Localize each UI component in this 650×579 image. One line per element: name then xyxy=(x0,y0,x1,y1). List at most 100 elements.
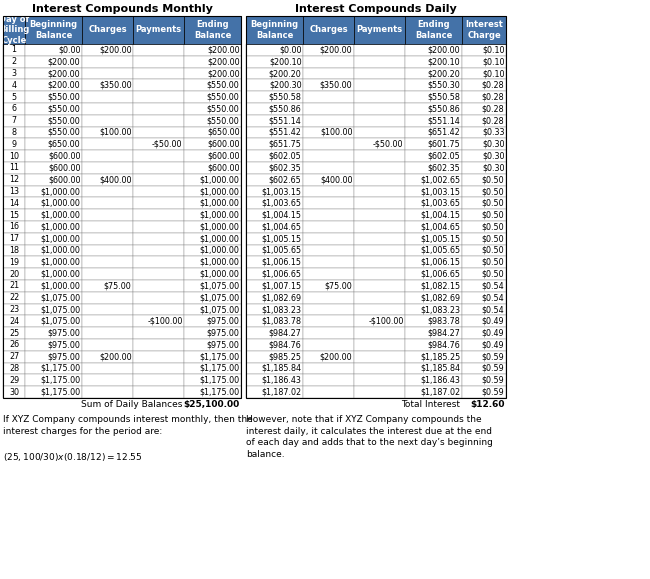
Text: 16: 16 xyxy=(9,222,19,232)
Text: $0.50: $0.50 xyxy=(482,199,504,208)
Bar xyxy=(82,221,133,233)
Text: $200.10: $200.10 xyxy=(428,57,460,66)
Bar xyxy=(25,127,82,138)
Text: $0.49: $0.49 xyxy=(482,317,504,326)
Text: $1,000.00: $1,000.00 xyxy=(40,270,81,278)
Bar xyxy=(82,186,133,197)
Bar xyxy=(354,316,405,327)
Text: $100.00: $100.00 xyxy=(99,128,131,137)
Bar xyxy=(303,351,354,362)
Bar xyxy=(354,375,405,386)
Bar xyxy=(246,115,303,127)
Text: 12: 12 xyxy=(9,175,19,184)
Bar xyxy=(3,68,25,79)
Text: $200.00: $200.00 xyxy=(207,57,239,66)
Bar xyxy=(25,16,82,44)
Text: $1,175.00: $1,175.00 xyxy=(40,376,81,385)
Bar xyxy=(133,115,184,127)
Bar xyxy=(82,91,133,103)
Text: $1,000.00: $1,000.00 xyxy=(40,187,81,196)
Text: 5: 5 xyxy=(12,93,16,101)
Text: $984.76: $984.76 xyxy=(428,340,460,349)
Text: $0.10: $0.10 xyxy=(482,45,504,54)
Bar xyxy=(133,362,184,375)
Text: $1,185.84: $1,185.84 xyxy=(421,364,460,373)
Bar xyxy=(246,386,303,398)
Bar xyxy=(133,292,184,303)
Bar xyxy=(3,221,25,233)
Bar xyxy=(133,16,184,44)
Bar xyxy=(462,221,506,233)
Text: $975.00: $975.00 xyxy=(47,340,81,349)
Bar xyxy=(246,103,303,115)
Bar xyxy=(184,197,241,209)
Text: $0.54: $0.54 xyxy=(482,281,504,291)
Bar xyxy=(405,362,462,375)
Text: $1,175.00: $1,175.00 xyxy=(200,364,239,373)
Bar xyxy=(246,56,303,68)
Bar xyxy=(462,68,506,79)
Bar xyxy=(462,16,506,44)
Bar xyxy=(462,233,506,244)
Text: $0.00: $0.00 xyxy=(58,45,81,54)
Bar xyxy=(82,375,133,386)
Text: Ending
Balance: Ending Balance xyxy=(194,20,231,40)
Text: $550.30: $550.30 xyxy=(428,81,460,90)
Bar xyxy=(462,280,506,292)
Bar xyxy=(184,233,241,244)
Text: $400.00: $400.00 xyxy=(99,175,131,184)
Bar xyxy=(3,138,25,150)
Bar xyxy=(246,292,303,303)
Text: 8: 8 xyxy=(12,128,16,137)
Bar xyxy=(354,44,405,56)
Text: $1,006.15: $1,006.15 xyxy=(421,258,460,267)
Bar xyxy=(3,127,25,138)
Bar xyxy=(133,280,184,292)
Text: $651.42: $651.42 xyxy=(428,128,460,137)
Text: 3: 3 xyxy=(12,69,16,78)
Text: 6: 6 xyxy=(12,104,16,113)
Bar xyxy=(354,150,405,162)
Bar xyxy=(462,138,506,150)
Text: $200.30: $200.30 xyxy=(269,81,302,90)
Bar xyxy=(354,127,405,138)
Bar xyxy=(133,209,184,221)
Text: $1,075.00: $1,075.00 xyxy=(200,293,239,302)
Text: 20: 20 xyxy=(9,270,19,278)
Bar xyxy=(303,327,354,339)
Bar xyxy=(462,91,506,103)
Bar xyxy=(303,44,354,56)
Text: 15: 15 xyxy=(9,211,19,219)
Bar xyxy=(246,150,303,162)
Text: Beginning
Balance: Beginning Balance xyxy=(250,20,298,40)
Bar xyxy=(246,327,303,339)
Bar xyxy=(3,362,25,375)
Text: -$100.00: -$100.00 xyxy=(147,317,183,326)
Text: Interest
Charge: Interest Charge xyxy=(465,20,503,40)
Bar xyxy=(25,233,82,244)
Text: $602.65: $602.65 xyxy=(268,175,302,184)
Text: $550.00: $550.00 xyxy=(47,128,81,137)
Text: $200.00: $200.00 xyxy=(428,45,460,54)
Bar xyxy=(25,115,82,127)
Bar xyxy=(133,386,184,398)
Bar xyxy=(82,127,133,138)
Bar xyxy=(303,68,354,79)
Text: $1,075.00: $1,075.00 xyxy=(40,305,81,314)
Bar xyxy=(405,79,462,91)
Bar xyxy=(303,233,354,244)
Bar xyxy=(405,115,462,127)
Bar xyxy=(25,162,82,174)
Bar xyxy=(462,292,506,303)
Text: $1,003.65: $1,003.65 xyxy=(261,199,302,208)
Bar xyxy=(246,209,303,221)
Bar xyxy=(462,174,506,186)
Bar xyxy=(354,303,405,316)
Text: $1,002.65: $1,002.65 xyxy=(421,175,460,184)
Bar xyxy=(462,79,506,91)
Text: 21: 21 xyxy=(9,281,19,291)
Text: $550.00: $550.00 xyxy=(207,116,239,125)
Text: $0.59: $0.59 xyxy=(482,387,504,397)
Text: $0.10: $0.10 xyxy=(482,69,504,78)
Text: $1,000.00: $1,000.00 xyxy=(200,246,239,255)
